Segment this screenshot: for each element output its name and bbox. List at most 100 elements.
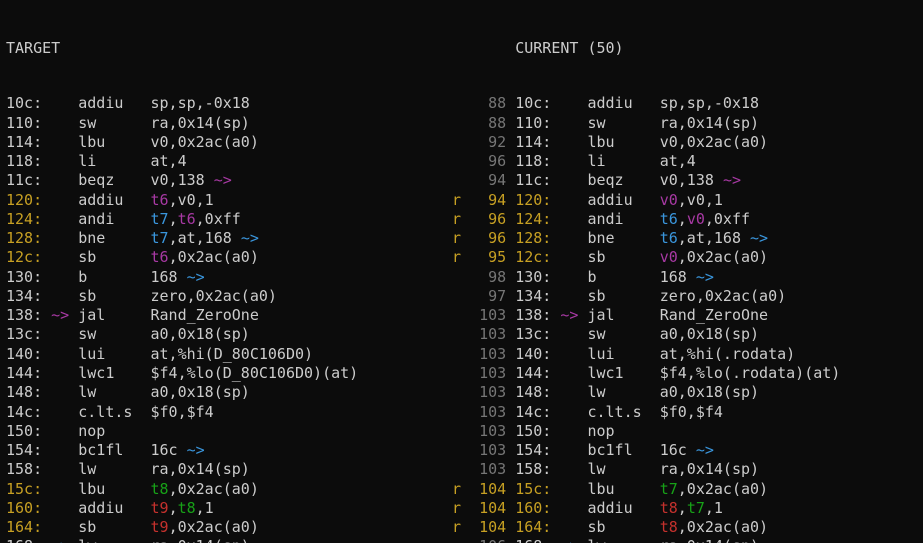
reload-flag: r [452, 229, 462, 248]
operands: 16c [659, 441, 696, 460]
mnemonic: lw [78, 460, 151, 479]
line-number: 94 [461, 171, 516, 190]
branch-target-arrow-icon: ~> [51, 306, 70, 325]
flag-spacer [452, 460, 461, 478]
mnemonic: andi [587, 209, 660, 228]
arrow-spacer [551, 268, 587, 286]
line-number: 95 [461, 248, 516, 267]
operands: a0,0x18(sp) [150, 325, 250, 344]
operands: ,0xff [704, 209, 751, 228]
address: 110: [6, 113, 43, 132]
operands: ,at,168 [677, 229, 751, 248]
mnemonic: li [78, 152, 151, 171]
flag-spacer [452, 403, 461, 421]
flag-spacer [452, 383, 461, 401]
operands: 16c [150, 441, 187, 460]
address: 144: [515, 363, 552, 382]
operand-register: t8 [659, 498, 678, 517]
arrow-spacer [551, 152, 587, 170]
address: 154: [6, 441, 43, 460]
address: 13c: [515, 325, 552, 344]
address: 12c: [6, 248, 43, 267]
address: 144: [6, 363, 43, 382]
address: 11c: [6, 171, 43, 190]
mnemonic: lui [78, 344, 151, 363]
address: 124: [6, 209, 43, 228]
asm-row-right-13c: 103 13c: sw a0,0x18(sp) [452, 325, 840, 344]
operands: v0,0x2ac(a0) [150, 132, 259, 151]
arrow-spacer [551, 94, 587, 112]
target-header-label: TARGET [6, 39, 61, 57]
address: 10c: [515, 94, 552, 113]
asm-row-left-130: 130: b 168 ~> [6, 268, 358, 287]
branch-arrow-icon: ~> [722, 171, 741, 190]
address: 148: [515, 383, 552, 402]
arrow-spacer [551, 499, 587, 517]
asm-row-right-154: 103 154: bc1fl 16c ~> [452, 441, 840, 460]
operands: ,1 [195, 498, 214, 517]
mnemonic: lbu [587, 132, 660, 151]
mnemonic: bne [587, 229, 660, 248]
mnemonic: sw [78, 113, 151, 132]
asm-row-left-158: 158: lw ra,0x14(sp) [6, 460, 358, 479]
operand-register: t7 [150, 229, 169, 248]
branch-arrow-icon: ~> [750, 229, 769, 248]
operands: $f0,$f4 [150, 402, 214, 421]
arrow-spacer [42, 114, 78, 132]
address: 138: [6, 306, 43, 325]
reload-flag: r [452, 498, 462, 517]
asm-row-right-14c: 103 14c: c.lt.s $f0,$f4 [452, 403, 840, 422]
line-number: 88 [461, 113, 516, 132]
arrow-spacer [551, 210, 587, 228]
asm-row-right-130: 98 130: b 168 ~> [452, 268, 840, 287]
arrow-spacer [42, 191, 78, 209]
operand-register: v0 [659, 248, 678, 267]
operands: Rand_ZeroOne [150, 306, 259, 325]
mnemonic: sw [587, 325, 660, 344]
operand-register: t8 [177, 498, 196, 517]
asm-row-right-148: 103 148: lw a0,0x18(sp) [452, 383, 840, 402]
operands: zero,0x2ac(a0) [150, 286, 277, 305]
address: 168: [515, 537, 551, 543]
arrow-spacer [42, 248, 78, 266]
branch-arrow-icon: ~> [186, 267, 205, 286]
operands: $f4,%lo(D_80C106D0)(at) [150, 363, 359, 382]
asm-row-right-160: r 104 160: addiu t8,t7,1 [452, 499, 840, 518]
operands: ra,0x14(sp) [150, 113, 250, 132]
address: 164: [515, 518, 552, 537]
flag-spacer [452, 171, 461, 189]
operands: ,0x2ac(a0) [677, 518, 769, 537]
asm-row-left-15c: 15c: lbu t8,0x2ac(a0) [6, 480, 358, 499]
operands: , [168, 209, 178, 228]
arrow-spacer [551, 114, 587, 132]
branch-arrow-icon: ~> [186, 441, 205, 460]
mnemonic: b [78, 267, 151, 286]
operands: ,0x2ac(a0) [168, 479, 259, 498]
operand-register: t9 [150, 498, 169, 517]
asm-row-right-114: 92 114: lbu v0,0x2ac(a0) [452, 133, 840, 152]
arrow-spacer [551, 364, 587, 382]
address: 124: [515, 209, 552, 228]
operands: at,%hi(.rodata) [659, 344, 796, 363]
arrow-spacer [551, 287, 587, 305]
line-number: 103 [461, 363, 516, 382]
operands: ,0xff [195, 209, 241, 228]
operands: 168 [659, 267, 696, 286]
operand-register: t6 [177, 209, 196, 228]
asm-row-left-154: 154: bc1fl 16c ~> [6, 441, 358, 460]
arrow-spacer [42, 383, 78, 401]
operands: , [168, 498, 178, 517]
flag-spacer [452, 537, 461, 543]
flag-spacer [452, 133, 461, 151]
mnemonic: lbu [587, 479, 660, 498]
asm-row-right-138: 103 138: ~> jal Rand_ZeroOne [452, 306, 840, 325]
current-header-label: CURRENT (50) [515, 39, 624, 57]
mnemonic: lbu [78, 479, 151, 498]
reload-flag: r [452, 190, 462, 209]
asm-row-left-160: 160: addiu t9,t8,1 [6, 499, 358, 518]
asm-row-right-164: r 104 164: sb t8,0x2ac(a0) [452, 518, 840, 537]
operands: v0,138 [659, 171, 723, 190]
arrow-spacer [42, 210, 78, 228]
address: 15c: [515, 479, 552, 498]
address: 158: [6, 460, 43, 479]
